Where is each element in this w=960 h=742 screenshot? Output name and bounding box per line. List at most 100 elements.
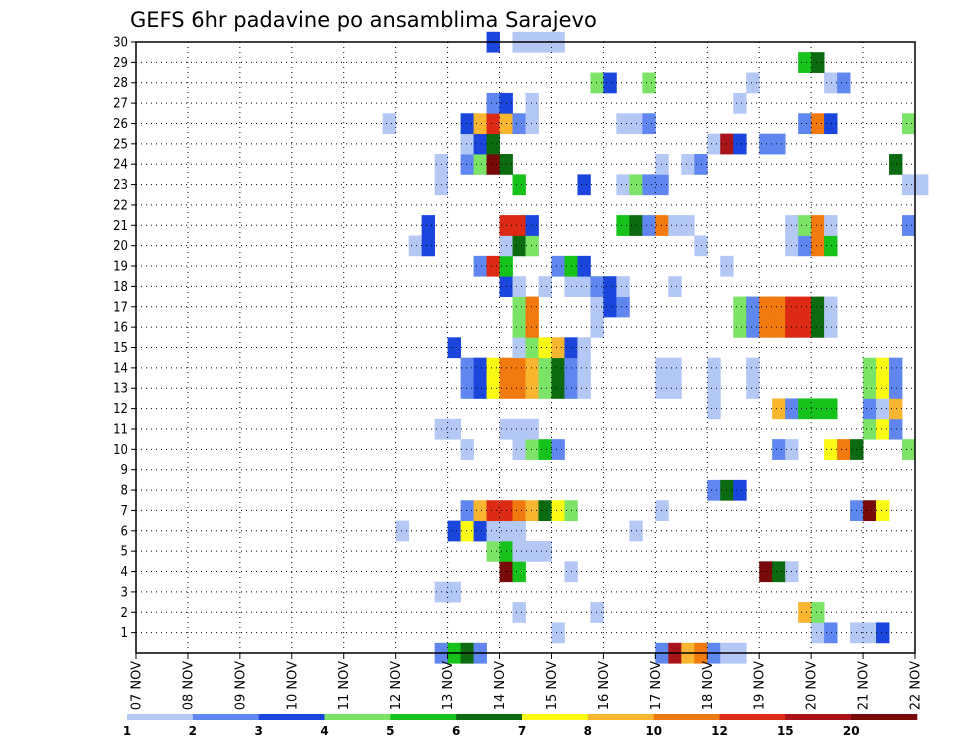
heatmap-cell [707,133,721,155]
heatmap-cell [707,378,721,399]
heatmap-cell [655,378,669,399]
heatmap-cell [668,215,682,236]
heatmap-cell [577,337,591,359]
heatmap-cell [759,133,773,155]
y-tick-label: 27 [113,97,128,112]
heatmap-cell [824,113,838,135]
heatmap-cell [538,357,552,379]
heatmap-cell [707,479,721,501]
heatmap-cell [902,174,916,196]
heatmap-cell [447,337,461,359]
y-tick-label: 1 [121,626,128,641]
y-tick-label: 16 [113,321,128,336]
heatmap-cell [473,255,487,277]
y-tick-label: 10 [113,443,128,458]
x-tick-label: 20 NOV [805,661,820,710]
heatmap-cell [876,398,890,420]
heatmap-cell [746,296,760,318]
y-tick-label: 24 [113,158,128,173]
heatmap-cell [616,215,630,236]
heatmap-cell [512,316,526,338]
y-tick-label: 2 [121,606,128,621]
x-tick-label: 21 NOV [857,661,872,710]
heatmap-cell [694,235,708,257]
heatmap-cell [824,439,838,460]
heatmap-cell [512,174,526,196]
heatmap-cell [902,215,916,236]
y-tick-label: 26 [113,117,128,132]
heatmap-cell [447,418,461,440]
heatmap-cell [707,398,721,420]
legend-swatch [456,714,523,720]
heatmap-cell [460,439,474,460]
heatmap-cell [668,357,682,379]
legend-swatch [851,714,918,720]
heatmap-cell [902,439,916,460]
heatmap-cell [811,398,825,420]
legend-swatch [587,714,654,720]
y-tick-label: 5 [121,545,128,560]
heatmap-cell [525,337,539,359]
heatmap-cell [577,255,591,277]
y-tick-label: 11 [113,422,128,437]
heatmap-cell [694,154,708,175]
heatmap-cell [759,296,773,318]
y-tick-label: 12 [113,402,128,417]
x-tick-label: 13 NOV [441,661,456,710]
heatmap-cell [460,520,474,542]
heatmap-cell [486,500,500,522]
heatmap-cell [798,52,812,73]
heatmap-cell [512,520,526,542]
heatmap-cell [824,398,838,420]
heatmap-cell [824,316,838,338]
heatmap-cell [460,378,474,399]
heatmap-cell [473,154,487,175]
legend-swatch [390,714,457,720]
heatmap-cell [798,235,812,257]
legend-swatch [192,714,259,720]
heatmap-cell [603,72,617,94]
heatmap-cell [876,378,890,399]
x-tick-label: 16 NOV [597,661,612,710]
heatmap-cell [395,520,410,542]
heatmap-cell [447,520,461,542]
heatmap-cell [811,215,825,236]
heatmap-cell [863,418,877,440]
chart-title: GEFS 6hr padavine po ansamblima Sarajevo [130,8,597,32]
legend-label: 8 [584,724,592,738]
heatmap-cell [551,357,565,379]
heatmap-cell [772,398,786,420]
heatmap-cell [824,215,838,236]
color-legend: 1 2 3 4 5 6 7 8 10 12 15 20 [123,714,918,738]
heatmap-cell [811,235,825,257]
heatmap-cell [876,357,890,379]
heatmap-cell [811,52,825,73]
y-tick-label: 3 [121,585,128,600]
heatmap-cell [889,357,903,379]
heatmap-cell [460,113,474,135]
legend-label: 15 [777,724,794,738]
heatmap-cell [616,113,630,135]
heatmap-cell [551,622,565,644]
heatmap-cell [473,357,487,379]
y-tick-label: 20 [113,239,128,254]
heatmap-cell [525,92,539,114]
heatmap-cell [876,500,890,522]
heatmap-cell [655,215,669,236]
heatmap-cell [811,113,825,135]
heatmap-cell [798,296,812,318]
heatmap-cell [538,540,552,562]
legend-label: 6 [452,724,460,738]
y-tick-label: 6 [121,524,128,539]
heatmap-cell [811,622,825,644]
heatmap-cell [538,337,552,359]
legend-label: 3 [255,724,263,738]
heatmap-cell [642,174,656,196]
heatmap-cell [590,296,604,318]
heatmap-cell [759,561,773,583]
heatmap-cell [915,174,929,196]
heatmap-cell [603,276,617,297]
heatmap-cell [590,316,604,338]
legend-swatch [258,714,325,720]
